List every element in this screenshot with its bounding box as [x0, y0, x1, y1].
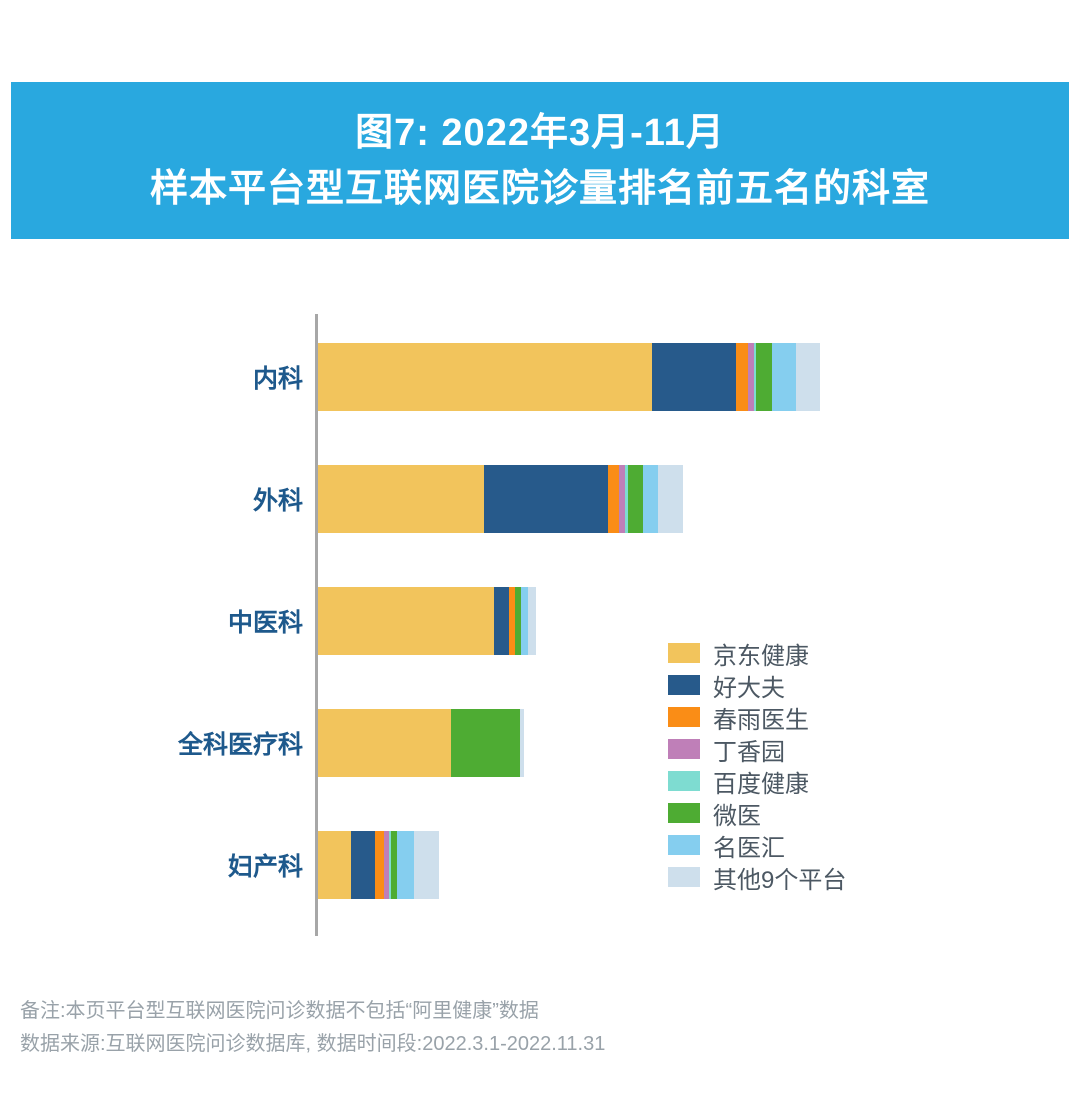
legend-label: 好大夫 — [713, 674, 785, 702]
bar-segment-微医 — [756, 343, 772, 411]
chart-rows: 内科外科中医科全科医疗科妇产科 — [0, 343, 820, 953]
chart-row: 妇产科 — [0, 831, 820, 899]
legend-swatch — [668, 707, 700, 727]
bar-segment-丁香园 — [619, 465, 625, 533]
bar-segment-微医 — [451, 709, 520, 777]
bar-segment-微医 — [628, 465, 643, 533]
y-axis-line — [315, 314, 318, 936]
bar-segment-其他9个平台 — [528, 587, 536, 655]
bar-segment-微医 — [391, 831, 397, 899]
stacked-bar — [318, 343, 820, 411]
bar-segment-好大夫 — [484, 465, 608, 533]
category-label: 中医科 — [227, 609, 303, 637]
bar-segment-春雨医生 — [509, 587, 515, 655]
bar-segment-百度健康 — [625, 465, 628, 533]
legend-item: 名医汇 — [668, 829, 846, 862]
legend-label: 丁香园 — [713, 738, 785, 766]
bar-segment-其他9个平台 — [658, 465, 683, 533]
bar-segment-其他9个平台 — [520, 709, 524, 777]
category-label: 妇产科 — [227, 853, 303, 881]
stacked-bar — [318, 465, 683, 533]
category-label: 外科 — [252, 487, 303, 515]
bar-segment-春雨医生 — [608, 465, 619, 533]
bar-segment-好大夫 — [652, 343, 736, 411]
legend-label: 微医 — [713, 802, 761, 830]
category-label: 内科 — [252, 365, 303, 393]
bar-segment-京东健康 — [318, 709, 451, 777]
legend-item: 好大夫 — [668, 669, 846, 702]
bar-segment-京东健康 — [318, 465, 484, 533]
legend-item: 百度健康 — [668, 765, 846, 798]
bar-segment-春雨医生 — [375, 831, 384, 899]
legend-swatch — [668, 803, 700, 823]
chart-row: 外科 — [0, 465, 820, 533]
legend: 京东健康好大夫春雨医生丁香园百度健康微医名医汇其他9个平台 — [668, 637, 847, 894]
legend-item: 其他9个平台 — [668, 861, 847, 894]
bar-segment-春雨医生 — [736, 343, 748, 411]
bar-segment-京东健康 — [318, 343, 652, 411]
chart-row: 内科 — [0, 343, 820, 411]
bar-segment-京东健康 — [318, 831, 351, 899]
bar-segment-京东健康 — [318, 587, 494, 655]
legend-label: 春雨医生 — [713, 706, 809, 734]
stacked-bar — [318, 831, 439, 899]
legend-swatch — [668, 771, 700, 791]
bar-segment-好大夫 — [494, 587, 509, 655]
bar-segment-微医 — [515, 587, 521, 655]
footnotes: 备注:本页平台型互联网医院问诊数据不包括“阿里健康”数据 数据来源:互联网医院问… — [20, 995, 605, 1061]
bar-segment-名医汇 — [397, 831, 414, 899]
bar-segment-百度健康 — [754, 343, 756, 411]
legend-swatch — [668, 867, 700, 887]
legend-swatch — [668, 835, 700, 855]
footnote-note: 备注:本页平台型互联网医院问诊数据不包括“阿里健康”数据 — [20, 1000, 539, 1022]
bar-segment-丁香园 — [384, 831, 389, 899]
legend-item: 京东健康 — [668, 637, 846, 670]
bar-segment-名医汇 — [643, 465, 658, 533]
figure-title-banner: 图7: 2022年3月-11月 样本平台型互联网医院诊量排名前五名的科室 — [11, 82, 1069, 239]
legend-item: 丁香园 — [668, 733, 846, 766]
chart-row: 全科医疗科 — [0, 709, 820, 777]
legend-swatch — [668, 675, 700, 695]
bar-segment-丁香园 — [748, 343, 754, 411]
bar-segment-其他9个平台 — [796, 343, 820, 411]
figure-title-line-2: 样本平台型互联网医院诊量排名前五名的科室 — [149, 167, 930, 210]
figure-title-line-1: 图7: 2022年3月-11月 — [355, 111, 725, 154]
legend-label: 百度健康 — [713, 770, 809, 798]
bar-segment-名医汇 — [521, 587, 528, 655]
chart-row: 中医科 — [0, 587, 820, 655]
legend-item: 微医 — [668, 797, 846, 830]
legend-label: 其他9个平台 — [713, 866, 847, 894]
legend-swatch — [668, 643, 700, 663]
legend-label: 京东健康 — [713, 642, 809, 670]
stacked-bar — [318, 587, 536, 655]
bar-segment-其他9个平台 — [414, 831, 439, 899]
bar-segment-百度健康 — [389, 831, 391, 899]
legend-label: 名医汇 — [713, 834, 785, 862]
footnote-source: 数据来源:互联网医院问诊数据库, 数据时间段:2022.3.1-2022.11.… — [20, 1033, 606, 1055]
bar-segment-名医汇 — [772, 343, 796, 411]
category-label: 全科医疗科 — [177, 731, 303, 759]
legend-item: 春雨医生 — [668, 701, 846, 734]
legend-swatch — [668, 739, 700, 759]
stacked-bar — [318, 709, 524, 777]
bar-segment-好大夫 — [351, 831, 375, 899]
